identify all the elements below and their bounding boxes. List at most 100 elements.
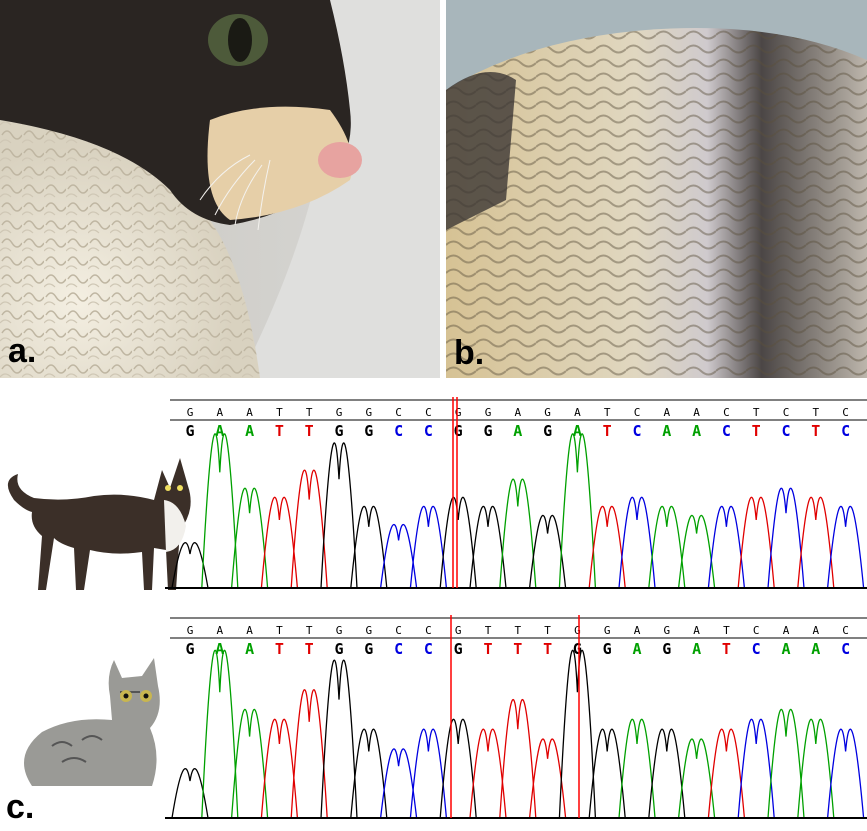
reference-base: T: [753, 406, 760, 419]
called-base: A: [573, 422, 582, 440]
trace-peak: [767, 708, 805, 819]
trace-peak: [320, 659, 358, 819]
called-base: T: [305, 640, 314, 658]
panel-label-c: c.: [6, 788, 35, 826]
cornish-rex-cat-image: [4, 440, 200, 595]
trace-peak: [499, 478, 537, 589]
called-base: C: [394, 640, 403, 658]
reference-base: G: [365, 624, 372, 637]
chromatogram-bottom-svg: G A A T T G G C C G T T T G G A G A T C A A CG A A T T G G C C G T T T G G A G…: [165, 615, 867, 819]
trace-peak: [201, 649, 239, 819]
reference-base: A: [693, 406, 700, 419]
called-base: T: [603, 422, 612, 440]
reference-base: G: [336, 406, 343, 419]
reference-base: G: [663, 624, 670, 637]
trace-peak: [528, 738, 567, 819]
called-base: T: [811, 422, 820, 440]
reference-base: C: [425, 624, 432, 637]
trace-peak: [230, 708, 269, 819]
trace-peak: [648, 728, 686, 819]
trace-peak: [588, 728, 626, 819]
trace-peak: [797, 496, 835, 589]
called-base: G: [334, 640, 343, 658]
called-base: C: [781, 422, 790, 440]
trace-peak: [558, 433, 597, 589]
called-base: T: [752, 422, 761, 440]
curly-coat-photo: [446, 0, 867, 378]
reference-base: T: [604, 406, 611, 419]
trace-peak: [350, 728, 388, 819]
called-base: C: [752, 640, 761, 658]
reference-base: G: [336, 624, 343, 637]
reference-base: T: [544, 624, 551, 637]
reference-base: T: [812, 406, 819, 419]
called-base: G: [334, 422, 343, 440]
called-base: G: [364, 640, 373, 658]
called-base: A: [692, 422, 701, 440]
trace-peak: [558, 649, 597, 819]
tabby-kitten-icon: [24, 658, 160, 786]
reference-base: A: [783, 624, 790, 637]
called-base: G: [573, 640, 582, 658]
called-base: G: [603, 640, 612, 658]
reference-base: G: [187, 624, 194, 637]
trace-peak: [767, 487, 805, 589]
trace-peak: [528, 514, 567, 589]
called-base: T: [543, 640, 552, 658]
called-base: C: [841, 422, 850, 440]
reference-base: G: [544, 406, 551, 419]
trace-peak: [707, 728, 746, 819]
trace-peak: [677, 738, 716, 819]
called-base: A: [215, 640, 224, 658]
trace-peak: [469, 505, 507, 589]
reference-base: A: [812, 624, 819, 637]
trace-peak: [588, 505, 626, 589]
tabby-kitten-image: [2, 636, 172, 786]
reference-base: T: [276, 624, 283, 637]
called-base: T: [483, 640, 492, 658]
trace-peak: [290, 469, 328, 589]
called-base: C: [424, 640, 433, 658]
called-base: G: [364, 422, 373, 440]
reference-base: C: [395, 406, 402, 419]
reference-base: C: [723, 406, 730, 419]
reference-base: C: [753, 624, 760, 637]
trace-peak: [826, 728, 865, 819]
called-base: A: [215, 422, 224, 440]
called-base: A: [245, 640, 254, 658]
trace-peak: [439, 718, 477, 819]
trace-peak: [201, 433, 239, 589]
called-base: C: [424, 422, 433, 440]
photo-panel-a: a.: [0, 0, 440, 378]
reference-base: C: [842, 406, 849, 419]
reference-base: C: [783, 406, 790, 419]
reference-base: C: [395, 624, 402, 637]
trace-peak: [379, 748, 418, 819]
trace-peak: [499, 698, 537, 819]
called-base: A: [245, 422, 254, 440]
called-base: T: [513, 640, 522, 658]
reference-base: A: [663, 406, 670, 419]
called-base: T: [275, 422, 284, 440]
reference-base: T: [276, 406, 283, 419]
called-base: A: [781, 640, 790, 658]
called-base: C: [632, 422, 641, 440]
trace-peak: [260, 718, 299, 819]
trace-peak: [260, 496, 299, 589]
trace-peak: [439, 496, 477, 589]
reference-base: A: [634, 624, 641, 637]
reference-base: C: [634, 406, 641, 419]
called-base: C: [394, 422, 403, 440]
called-base: G: [185, 422, 194, 440]
trace-peak: [230, 487, 269, 589]
called-base: T: [275, 640, 284, 658]
trace-peak: [648, 505, 686, 589]
trace-peak: [618, 496, 656, 589]
reference-base: A: [514, 406, 521, 419]
called-base: G: [483, 422, 492, 440]
called-base: A: [632, 640, 641, 658]
reference-base: T: [306, 624, 313, 637]
trace-peak: [469, 728, 507, 819]
trace-peak: [797, 718, 835, 819]
